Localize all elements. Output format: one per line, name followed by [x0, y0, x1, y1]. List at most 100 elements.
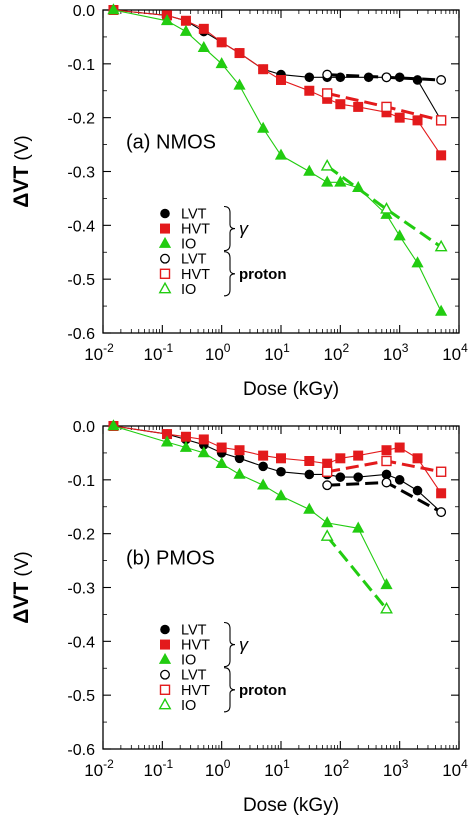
legend-marker [160, 624, 170, 635]
data-point-proton-hvt [321, 88, 333, 99]
legend-group-label: proton [239, 266, 286, 283]
data-point-gamma-lvt [381, 469, 392, 480]
legend-group-label: proton [239, 682, 286, 699]
data-point-gamma-hvt [353, 450, 364, 461]
series-line-gamma-lvt [113, 425, 442, 513]
panel-pmos: 10-2 10-1 100 101 102 103 104 0.0 -0.1 -0.2 -0.3 -0… [10, 419, 468, 816]
y-tick-label: 0.0 [73, 3, 95, 20]
legend-entry-label: LVT [181, 622, 207, 638]
data-point-gamma-hvt [198, 434, 209, 445]
y-tick-label: -0.2 [67, 527, 95, 544]
x-tick-label: 10-1 [144, 757, 174, 780]
y-tick-label: -0.5 [67, 272, 95, 289]
data-point-proton-hvt [435, 115, 447, 126]
y-tick-label: -0.3 [67, 581, 95, 598]
series-line-gamma-hvt [113, 425, 442, 494]
data-point-gamma-io [233, 467, 246, 479]
data-point-proton-hvt [381, 101, 392, 113]
legend-entry-label: IO [181, 282, 196, 298]
data-point-gamma-lvt [304, 469, 315, 480]
x-tick-label: 104 [442, 341, 468, 364]
data-point-gamma-io [411, 256, 424, 268]
data-point-gamma-hvt [180, 431, 191, 442]
data-point-gamma-hvt [394, 112, 405, 123]
legend-entry-label: HVT [181, 222, 210, 238]
x-tick-label: 104 [442, 757, 468, 780]
data-point-gamma-hvt [353, 101, 364, 112]
data-point-gamma-lvt [304, 72, 315, 83]
data-point-gamma-hvt [436, 488, 447, 499]
series-line-proton-io [326, 164, 442, 249]
data-point-gamma-io [435, 304, 448, 316]
data-point-gamma-lvt [258, 461, 268, 472]
x-tick-label: 101 [264, 757, 290, 780]
legend-marker [160, 639, 170, 650]
legend-marker [158, 697, 172, 710]
x-tick-label: 10-1 [144, 341, 174, 364]
x-tick-labels: 10-2 10-1 100 101 102 103 104 [84, 341, 468, 364]
y-tick-label: -0.3 [67, 165, 95, 182]
data-point-gamma-hvt [436, 150, 447, 161]
y-tick-label: -0.1 [67, 473, 95, 490]
data-point-gamma-io [303, 502, 316, 514]
legend-marker [159, 684, 171, 695]
series-line-proton-io [326, 535, 388, 610]
data-point-gamma-hvt [258, 450, 269, 461]
data-point-gamma-hvt [258, 64, 269, 75]
data-point-gamma-lvt [412, 485, 423, 496]
legend-entry-label: LVT [181, 668, 207, 684]
data-point-proton-hvt [321, 466, 333, 477]
x-tick-label: 102 [324, 757, 350, 780]
data-point-gamma-hvt [412, 115, 423, 126]
data-point-gamma-io [334, 175, 347, 187]
data-point-proton-lvt [322, 480, 333, 491]
y-axis: 0.0 -0.1 -0.2 -0.3 -0.4 -0.5 -0.6 [67, 419, 459, 759]
data-point-gamma-hvt [412, 453, 423, 464]
data-point-gamma-hvt [304, 455, 315, 466]
legend-group-brace [223, 251, 236, 297]
legend-marker [160, 253, 170, 264]
data-point-proton-lvt [436, 75, 447, 85]
legend-group-label: γ [239, 635, 249, 655]
y-tick-label: -0.4 [67, 218, 95, 235]
legend-entry-label: HVT [181, 683, 210, 699]
data-point-gamma-io [215, 57, 228, 69]
legend-entry-label: IO [181, 698, 196, 714]
y-tick-label: -0.6 [67, 326, 95, 343]
data-point-gamma-io [160, 435, 174, 447]
x-tick-label: 101 [264, 341, 290, 364]
data-point-gamma-io [257, 121, 270, 133]
data-point-gamma-io [321, 175, 334, 187]
legend-marker [158, 236, 172, 248]
series-group [107, 419, 447, 614]
data-point-proton-io [434, 239, 448, 252]
legend-entry-label: LVT [181, 206, 207, 222]
data-point-gamma-io [380, 578, 393, 590]
x-tick-labels: 10-2 10-1 100 101 102 103 104 [84, 757, 468, 780]
data-point-proton-hvt [435, 466, 447, 477]
data-point-gamma-hvt [304, 85, 315, 96]
data-point-gamma-hvt [216, 37, 227, 48]
data-point-gamma-hvt [335, 453, 346, 464]
x-axis-label: Dose (kGy) [243, 379, 339, 400]
data-point-gamma-hvt [276, 74, 286, 85]
y-axis-label: ΔVT (V) [10, 135, 33, 208]
data-point-proton-io [320, 529, 334, 541]
x-tick-label: 10-2 [84, 341, 114, 364]
series-line-proton-lvt [327, 480, 442, 514]
y-axis: 0.0 -0.1 -0.2 -0.3 -0.4 -0.5 -0.6 [67, 3, 459, 343]
legend-group-brace [223, 621, 236, 668]
data-point-gamma-io [352, 521, 365, 533]
legend-marker [159, 268, 171, 279]
y-tick-label: 0.0 [73, 419, 95, 436]
x-tick-label: 103 [383, 341, 409, 364]
data-point-gamma-io [274, 489, 288, 501]
data-point-gamma-hvt [234, 445, 245, 456]
data-point-gamma-io [197, 446, 210, 458]
y-tick-label: -0.6 [67, 742, 95, 759]
data-point-gamma-io [107, 419, 120, 431]
data-point-gamma-lvt [335, 472, 346, 482]
